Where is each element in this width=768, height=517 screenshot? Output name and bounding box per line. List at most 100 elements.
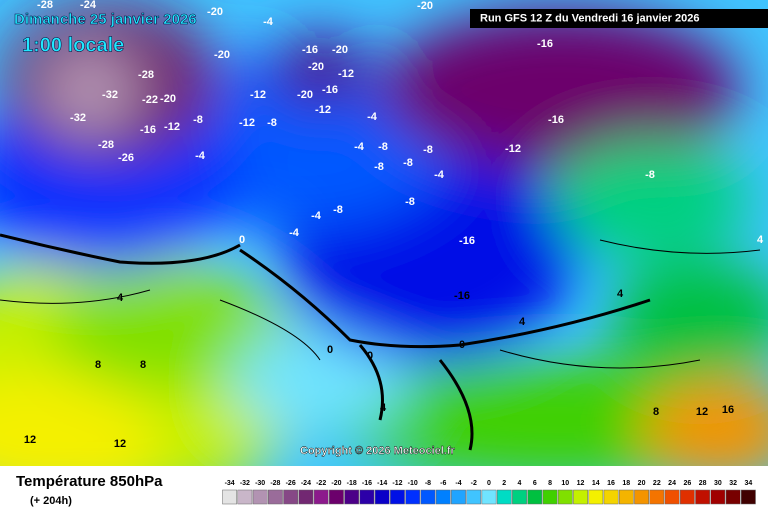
date-title: Dimanche 25 janvier 2026 — [14, 11, 197, 28]
legend-swatch — [420, 489, 436, 505]
isotherm-label: -4 — [354, 141, 365, 153]
isotherm-label: 12 — [24, 434, 36, 446]
run-info: Run GFS 12 Z du Vendredi 16 janvier 2026 — [480, 12, 699, 24]
footer-lead: (+ 204h) — [30, 495, 72, 507]
legend-label: 14 — [592, 480, 600, 487]
isotherm-label: -16 — [302, 44, 318, 56]
legend-swatch — [344, 489, 360, 505]
legend-label: 2 — [502, 480, 506, 487]
legend-label: -30 — [255, 480, 265, 487]
legend-label: 0 — [487, 480, 491, 487]
legend-label: -14 — [377, 480, 387, 487]
legend-label: -26 — [286, 480, 296, 487]
isotherm-label: -8 — [193, 114, 203, 126]
isotherm-label: -16 — [454, 290, 470, 302]
isotherm-label: -20 — [332, 44, 348, 56]
isotherm-label: -28 — [37, 0, 53, 11]
isotherm-label: -8 — [267, 117, 277, 129]
legend-swatch — [298, 489, 314, 505]
legend-label: 4 — [518, 480, 522, 487]
legend-swatch — [649, 489, 665, 505]
run-box — [470, 9, 768, 28]
isotherm-label: -24 — [80, 0, 97, 11]
isotherm-label: -4 — [311, 210, 322, 222]
legend-label: 34 — [744, 480, 752, 487]
color-legend: -34 -32 -30 -28 -26 -24 -22 -20 -18 -16 -14 -12 -10-… — [222, 480, 756, 505]
legend-swatch — [557, 489, 573, 505]
legend-swatch — [573, 489, 588, 505]
legend-swatch — [405, 489, 421, 505]
isotherm-label: -4 — [367, 111, 378, 123]
legend-swatch — [435, 489, 451, 505]
legend-swatch — [512, 489, 527, 505]
legend-swatch — [466, 489, 482, 505]
isotherm-label: -12 — [164, 121, 180, 133]
legend-swatch — [374, 489, 390, 505]
isotherm-label: -20 — [214, 49, 230, 61]
isotherm-label: 8 — [653, 406, 659, 418]
isotherm-label: -28 — [98, 139, 114, 151]
footer-strip — [0, 466, 768, 512]
isotherm-label: -32 — [70, 112, 86, 124]
isotherm-label: 4 — [380, 402, 387, 414]
legend-label: -28 — [270, 480, 280, 487]
isotherm-label: -16 — [322, 84, 338, 96]
legend-label: -16 — [362, 480, 372, 487]
legend-label: 28 — [699, 480, 707, 487]
legend-swatch — [725, 489, 741, 505]
legend-swatch — [252, 489, 268, 505]
isotherm-label: 12 — [696, 406, 708, 418]
isotherm-label: -8 — [374, 161, 384, 173]
legend-label: -34 — [225, 480, 235, 487]
legend-swatch — [603, 489, 619, 505]
legend-swatch — [740, 489, 756, 505]
time-title: 1:00 locale — [22, 34, 124, 56]
legend-label: -32 — [240, 480, 250, 487]
legend-swatch — [664, 489, 680, 505]
isotherm-label: -4 — [263, 16, 274, 28]
legend-swatch — [481, 489, 497, 505]
legend-label: 24 — [668, 480, 676, 487]
isotherm-label: 4 — [617, 288, 624, 300]
legend-swatch — [618, 489, 634, 505]
legend-label: 8 — [548, 480, 552, 487]
isotherm-label: -26 — [118, 152, 134, 164]
isotherm-label: -20 — [308, 61, 324, 73]
legend-swatch — [451, 489, 466, 505]
copyright: Copyright © 2026 Meteociel.fr — [300, 445, 456, 457]
legend-label: 18 — [622, 480, 630, 487]
isotherm-label: -20 — [417, 0, 433, 12]
isotherm-label: -12 — [338, 68, 354, 80]
isotherm-label: -16 — [537, 38, 553, 50]
legend-label: -20 — [331, 480, 341, 487]
isotherm-label: 12 — [114, 438, 126, 450]
footer-title: Température 850hPa — [16, 473, 163, 490]
legend-label: 22 — [653, 480, 661, 487]
legend-label: 20 — [638, 480, 646, 487]
isotherm-label: -22 — [142, 94, 158, 106]
isotherm-label: 4 — [519, 316, 526, 328]
legend-swatch — [542, 489, 558, 505]
legend-swatch — [283, 489, 299, 505]
isotherm-label: 0 — [367, 350, 373, 362]
legend-label: -12 — [392, 480, 402, 487]
legend-swatch — [679, 489, 695, 505]
legend-swatch — [634, 489, 649, 505]
isotherm-label: -16 — [140, 124, 156, 136]
legend-swatch — [313, 489, 329, 505]
legend-label: 10 — [561, 480, 569, 487]
isotherm-label: -4 — [434, 169, 445, 181]
legend-label: 32 — [729, 480, 737, 487]
legend-label: 26 — [683, 480, 691, 487]
isotherm-label: -4 — [195, 150, 206, 162]
isotherm-label: -16 — [459, 235, 475, 247]
legend-label: 12 — [577, 480, 585, 487]
isotherm-label: 16 — [722, 404, 734, 416]
legend-label: -10 — [408, 480, 418, 487]
isotherm-label: -8 — [423, 144, 433, 156]
isotherm-label: -8 — [405, 196, 415, 208]
isotherm-label: -4 — [289, 227, 300, 239]
isotherm-label: -20 — [297, 89, 313, 101]
